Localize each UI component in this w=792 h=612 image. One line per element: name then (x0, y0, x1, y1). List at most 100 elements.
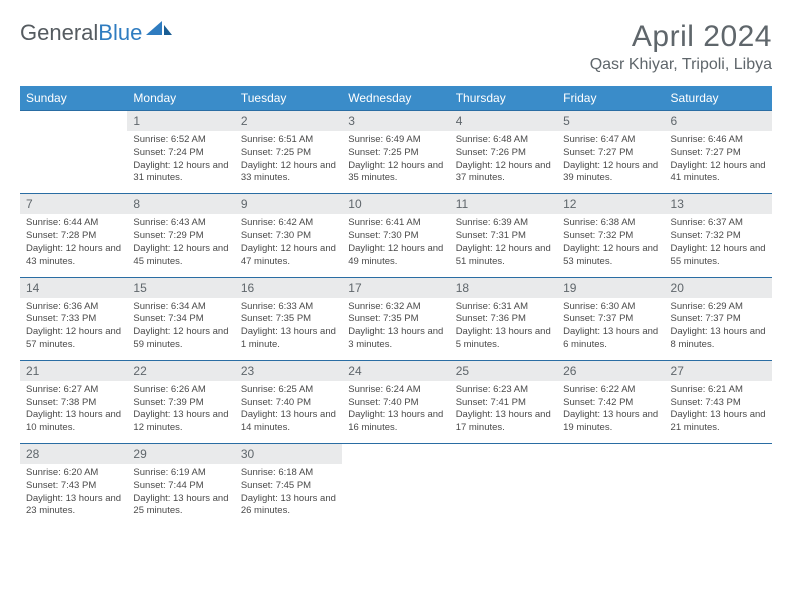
calendar-day-cell: 3Sunrise: 6:49 AMSunset: 7:25 PMDaylight… (342, 111, 449, 194)
calendar-day-cell: 4Sunrise: 6:48 AMSunset: 7:26 PMDaylight… (450, 111, 557, 194)
day-details: Sunrise: 6:30 AMSunset: 7:37 PMDaylight:… (557, 298, 664, 360)
sunset-text: Sunset: 7:33 PM (26, 313, 121, 326)
calendar-week-row: 21Sunrise: 6:27 AMSunset: 7:38 PMDayligh… (20, 360, 772, 443)
weekday-header: Thursday (450, 86, 557, 111)
day-details: Sunrise: 6:22 AMSunset: 7:42 PMDaylight:… (557, 381, 664, 443)
day-number: 7 (20, 194, 127, 214)
day-number: 16 (235, 278, 342, 298)
sunset-text: Sunset: 7:42 PM (563, 397, 658, 410)
daylight-text: Daylight: 12 hours and 49 minutes. (348, 243, 443, 269)
calendar-day-cell: 7Sunrise: 6:44 AMSunset: 7:28 PMDaylight… (20, 194, 127, 277)
day-details: Sunrise: 6:52 AMSunset: 7:24 PMDaylight:… (127, 131, 234, 193)
day-number (557, 444, 664, 464)
day-number (665, 444, 772, 464)
daylight-text: Daylight: 13 hours and 8 minutes. (671, 326, 766, 352)
day-details: Sunrise: 6:46 AMSunset: 7:27 PMDaylight:… (665, 131, 772, 193)
daylight-text: Daylight: 13 hours and 3 minutes. (348, 326, 443, 352)
weekday-header: Saturday (665, 86, 772, 111)
sunset-text: Sunset: 7:24 PM (133, 147, 228, 160)
sunset-text: Sunset: 7:35 PM (348, 313, 443, 326)
daylight-text: Daylight: 12 hours and 45 minutes. (133, 243, 228, 269)
daylight-text: Daylight: 12 hours and 53 minutes. (563, 243, 658, 269)
calendar-day-cell: 1Sunrise: 6:52 AMSunset: 7:24 PMDaylight… (127, 111, 234, 194)
daylight-text: Daylight: 13 hours and 14 minutes. (241, 409, 336, 435)
calendar-day-cell: 25Sunrise: 6:23 AMSunset: 7:41 PMDayligh… (450, 360, 557, 443)
sunrise-text: Sunrise: 6:36 AM (26, 301, 121, 314)
day-details: Sunrise: 6:23 AMSunset: 7:41 PMDaylight:… (450, 381, 557, 443)
calendar-week-row: 14Sunrise: 6:36 AMSunset: 7:33 PMDayligh… (20, 277, 772, 360)
calendar-day-cell (665, 444, 772, 527)
calendar-day-cell: 8Sunrise: 6:43 AMSunset: 7:29 PMDaylight… (127, 194, 234, 277)
day-number: 11 (450, 194, 557, 214)
day-number (450, 444, 557, 464)
logo-word-1: General (20, 20, 98, 45)
daylight-text: Daylight: 13 hours and 10 minutes. (26, 409, 121, 435)
calendar-day-cell: 24Sunrise: 6:24 AMSunset: 7:40 PMDayligh… (342, 360, 449, 443)
calendar-day-cell: 13Sunrise: 6:37 AMSunset: 7:32 PMDayligh… (665, 194, 772, 277)
sunrise-text: Sunrise: 6:29 AM (671, 301, 766, 314)
sunset-text: Sunset: 7:38 PM (26, 397, 121, 410)
calendar-day-cell: 19Sunrise: 6:30 AMSunset: 7:37 PMDayligh… (557, 277, 664, 360)
day-details: Sunrise: 6:36 AMSunset: 7:33 PMDaylight:… (20, 298, 127, 360)
sunrise-text: Sunrise: 6:32 AM (348, 301, 443, 314)
sunrise-text: Sunrise: 6:26 AM (133, 384, 228, 397)
daylight-text: Daylight: 13 hours and 23 minutes. (26, 493, 121, 519)
day-number: 21 (20, 361, 127, 381)
sunrise-text: Sunrise: 6:51 AM (241, 134, 336, 147)
sunrise-text: Sunrise: 6:49 AM (348, 134, 443, 147)
day-details (20, 131, 127, 189)
sunrise-text: Sunrise: 6:42 AM (241, 217, 336, 230)
calendar-day-cell: 20Sunrise: 6:29 AMSunset: 7:37 PMDayligh… (665, 277, 772, 360)
weekday-header: Monday (127, 86, 234, 111)
location-subtitle: Qasr Khiyar, Tripoli, Libya (590, 56, 772, 74)
calendar-day-cell (20, 111, 127, 194)
day-number: 15 (127, 278, 234, 298)
calendar-day-cell: 18Sunrise: 6:31 AMSunset: 7:36 PMDayligh… (450, 277, 557, 360)
daylight-text: Daylight: 12 hours and 31 minutes. (133, 160, 228, 186)
sunrise-text: Sunrise: 6:34 AM (133, 301, 228, 314)
day-details: Sunrise: 6:42 AMSunset: 7:30 PMDaylight:… (235, 214, 342, 276)
calendar-day-cell: 21Sunrise: 6:27 AMSunset: 7:38 PMDayligh… (20, 360, 127, 443)
sunrise-text: Sunrise: 6:21 AM (671, 384, 766, 397)
logo-sail-icon (146, 21, 172, 39)
day-details (665, 464, 772, 522)
day-details: Sunrise: 6:25 AMSunset: 7:40 PMDaylight:… (235, 381, 342, 443)
month-title: April 2024 (590, 20, 772, 54)
day-number: 30 (235, 444, 342, 464)
calendar-header-row: Sunday Monday Tuesday Wednesday Thursday… (20, 86, 772, 111)
calendar-day-cell: 26Sunrise: 6:22 AMSunset: 7:42 PMDayligh… (557, 360, 664, 443)
weekday-header: Friday (557, 86, 664, 111)
sunrise-text: Sunrise: 6:43 AM (133, 217, 228, 230)
sunrise-text: Sunrise: 6:38 AM (563, 217, 658, 230)
daylight-text: Daylight: 12 hours and 33 minutes. (241, 160, 336, 186)
day-details: Sunrise: 6:20 AMSunset: 7:43 PMDaylight:… (20, 464, 127, 526)
sunset-text: Sunset: 7:43 PM (671, 397, 766, 410)
sunset-text: Sunset: 7:25 PM (241, 147, 336, 160)
day-number: 10 (342, 194, 449, 214)
sunset-text: Sunset: 7:37 PM (671, 313, 766, 326)
logo: GeneralBlue (20, 20, 172, 46)
day-number: 18 (450, 278, 557, 298)
day-number: 2 (235, 111, 342, 131)
day-details: Sunrise: 6:47 AMSunset: 7:27 PMDaylight:… (557, 131, 664, 193)
weekday-header: Sunday (20, 86, 127, 111)
calendar-day-cell: 5Sunrise: 6:47 AMSunset: 7:27 PMDaylight… (557, 111, 664, 194)
daylight-text: Daylight: 12 hours and 51 minutes. (456, 243, 551, 269)
calendar-day-cell: 6Sunrise: 6:46 AMSunset: 7:27 PMDaylight… (665, 111, 772, 194)
daylight-text: Daylight: 12 hours and 41 minutes. (671, 160, 766, 186)
day-number: 26 (557, 361, 664, 381)
calendar-week-row: 28Sunrise: 6:20 AMSunset: 7:43 PMDayligh… (20, 444, 772, 527)
day-details: Sunrise: 6:32 AMSunset: 7:35 PMDaylight:… (342, 298, 449, 360)
sunset-text: Sunset: 7:25 PM (348, 147, 443, 160)
sunset-text: Sunset: 7:39 PM (133, 397, 228, 410)
calendar-table: Sunday Monday Tuesday Wednesday Thursday… (20, 86, 772, 526)
calendar-day-cell: 11Sunrise: 6:39 AMSunset: 7:31 PMDayligh… (450, 194, 557, 277)
daylight-text: Daylight: 12 hours and 39 minutes. (563, 160, 658, 186)
daylight-text: Daylight: 12 hours and 57 minutes. (26, 326, 121, 352)
calendar-day-cell: 16Sunrise: 6:33 AMSunset: 7:35 PMDayligh… (235, 277, 342, 360)
calendar-day-cell: 29Sunrise: 6:19 AMSunset: 7:44 PMDayligh… (127, 444, 234, 527)
daylight-text: Daylight: 13 hours and 17 minutes. (456, 409, 551, 435)
sunrise-text: Sunrise: 6:41 AM (348, 217, 443, 230)
weekday-header: Tuesday (235, 86, 342, 111)
sunset-text: Sunset: 7:40 PM (348, 397, 443, 410)
